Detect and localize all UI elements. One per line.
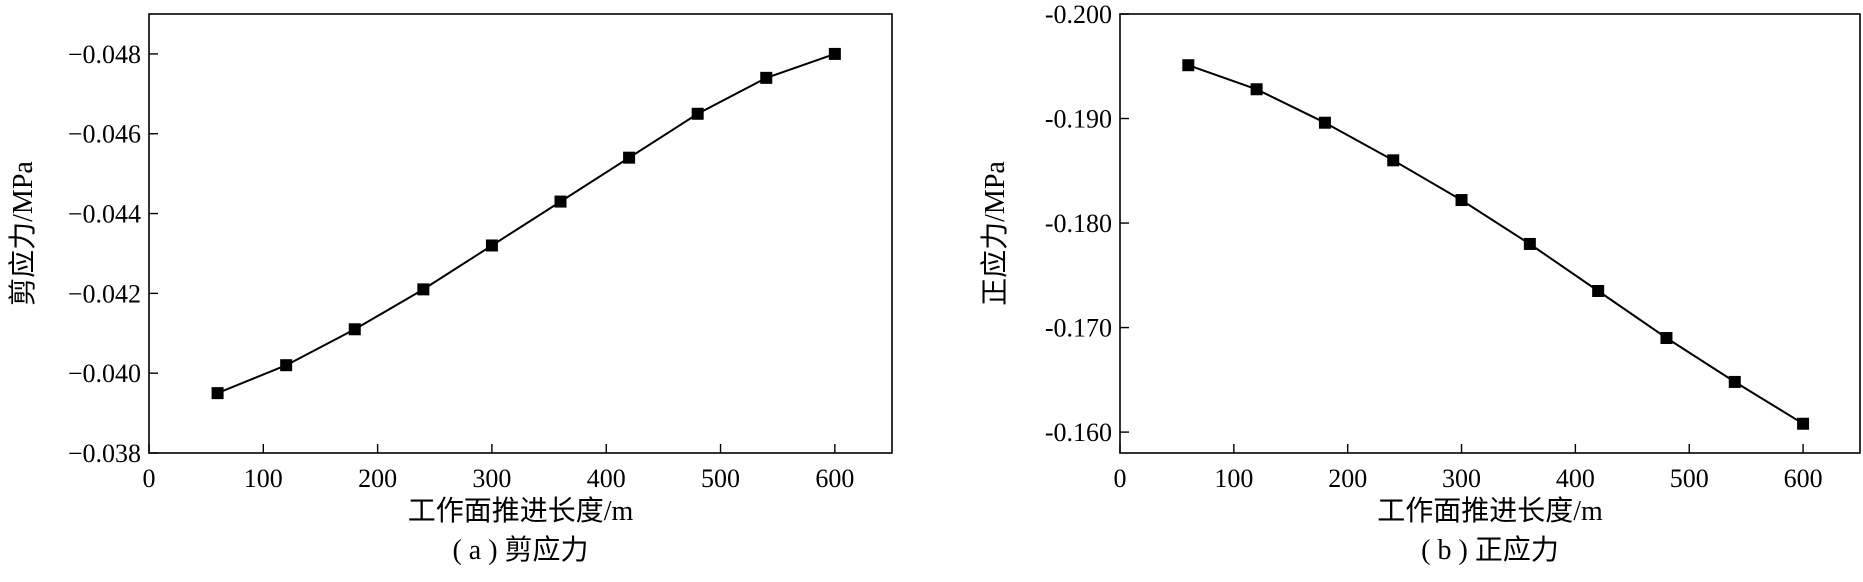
chart-a-y-tick-label: −0.048 xyxy=(68,40,141,69)
chart-b-y-tick-label: -0.170 xyxy=(1045,314,1112,343)
chart-a-data-point xyxy=(280,359,293,372)
chart-b-data-point xyxy=(1318,116,1331,129)
chart-a-y-axis-title: 剪应力/MPa xyxy=(7,161,39,306)
chart-b-x-tick-label: 300 xyxy=(1442,464,1481,493)
chart-a-y-tick-label: −0.040 xyxy=(68,359,141,388)
chart-b-x-tick-label: 400 xyxy=(1556,464,1595,493)
chart-a-x-tick-label: 400 xyxy=(587,464,626,493)
chart-a-data-point xyxy=(691,107,704,120)
chart-a-data-point xyxy=(485,239,498,252)
chart-a-x-tick-label: 300 xyxy=(472,464,511,493)
chart-a-data-point xyxy=(417,283,430,296)
chart-a-plot-frame xyxy=(148,13,893,454)
chart-a-x-tick-label: 600 xyxy=(815,464,854,493)
chart-b-x-tick-label: 500 xyxy=(1670,464,1709,493)
chart-b-data-point xyxy=(1250,83,1263,96)
chart-b-x-axis-title: 工作面推进长度/m xyxy=(1377,495,1603,527)
chart-panel-a: 0 100 200 300 400 500 600 −0.038 −0.040 −0.042 −0.… xyxy=(0,0,930,582)
chart-b-data-point xyxy=(1523,237,1536,250)
chart-a-y-tick-label: −0.042 xyxy=(68,279,141,308)
chart-b-plot-frame xyxy=(1119,13,1861,454)
chart-b-y-tick-label: -0.200 xyxy=(1045,0,1112,29)
chart-a-y-tick-label: −0.046 xyxy=(68,120,141,149)
chart-b-x-tick-label: 600 xyxy=(1784,464,1823,493)
chart-b-x-tick-label: 0 xyxy=(1114,464,1127,493)
chart-a-data-point xyxy=(211,387,224,400)
chart-b-series-line xyxy=(1187,64,1804,425)
chart-a-data-point xyxy=(828,47,841,60)
chart-a-x-tick-label: 200 xyxy=(358,464,397,493)
chart-a-data-point xyxy=(623,151,636,164)
chart-b-data-point xyxy=(1660,332,1673,345)
chart-a-y-tick-label: −0.038 xyxy=(68,439,141,468)
chart-b-svg: 0 100 200 300 400 500 600 -0.160 -0.170 -0.180 -0.… xyxy=(979,0,1861,566)
chart-panel-b: 0 100 200 300 400 500 600 -0.160 -0.170 -0.180 -0.… xyxy=(930,0,1863,582)
chart-a-y-tick-label: −0.044 xyxy=(68,200,141,229)
chart-b-data-point xyxy=(1797,417,1810,430)
chart-b-data-point xyxy=(1728,375,1741,388)
chart-a-series-line xyxy=(217,52,836,395)
chart-b-x-tick-label: 200 xyxy=(1328,464,1367,493)
chart-a-data-point xyxy=(554,195,567,208)
chart-a-data-point xyxy=(760,71,773,84)
chart-b-data-point xyxy=(1387,154,1400,167)
chart-a-x-tick-label: 0 xyxy=(143,464,156,493)
chart-a-x-tick-label: 100 xyxy=(244,464,283,493)
chart-b-y-tick-label: -0.180 xyxy=(1045,209,1112,238)
chart-b-caption: ( b ) 正应力 xyxy=(1421,534,1559,566)
chart-a-caption: ( a ) 剪应力 xyxy=(452,534,588,566)
chart-b-y-axis-title: 正应力/MPa xyxy=(979,161,1011,306)
chart-a-x-tick-label: 500 xyxy=(701,464,740,493)
chart-b-y-tick-label: -0.190 xyxy=(1045,105,1112,134)
chart-a-data-point xyxy=(348,323,361,336)
chart-a-x-axis-title: 工作面推进长度/m xyxy=(408,495,634,527)
chart-b-data-point xyxy=(1592,284,1605,297)
chart-b-data-point xyxy=(1182,59,1195,72)
chart-b-data-point xyxy=(1455,194,1468,207)
chart-b-y-tick-label: -0.160 xyxy=(1045,418,1112,447)
chart-a-svg: 0 100 200 300 400 500 600 −0.038 −0.040 −0.042 −0.… xyxy=(7,13,893,566)
chart-b-x-tick-label: 100 xyxy=(1214,464,1253,493)
